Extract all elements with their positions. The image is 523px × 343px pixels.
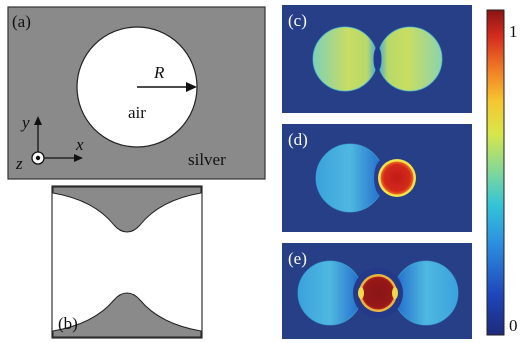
panel-d: (d) bbox=[282, 124, 472, 232]
field-lobe-left-e bbox=[298, 261, 362, 325]
panel-label-c: (c) bbox=[288, 11, 307, 30]
field-lobe-left bbox=[313, 27, 377, 91]
colorbar: 1 0 bbox=[486, 9, 518, 336]
hotspot-right-e bbox=[392, 287, 398, 299]
panel-e: (e) bbox=[282, 243, 472, 339]
panel-b: (b) bbox=[51, 185, 203, 339]
field-lobe-right-e bbox=[394, 261, 458, 325]
hot-core-d bbox=[380, 161, 414, 195]
silver-bottom-cusp bbox=[52, 292, 202, 338]
x-axis-label: x bbox=[75, 135, 84, 154]
panel-label-b: (b) bbox=[58, 314, 78, 333]
y-axis-arrowhead bbox=[34, 116, 42, 125]
radius-arrowhead bbox=[186, 82, 197, 92]
colorbar-min-label: 0 bbox=[509, 316, 518, 335]
radius-label: R bbox=[153, 63, 165, 82]
panel-label-e: (e) bbox=[288, 249, 307, 268]
z-axis-dot bbox=[35, 155, 41, 161]
silver-top-cusp bbox=[52, 186, 202, 233]
coordinate-axes: y x z bbox=[15, 113, 84, 173]
center-gap-c bbox=[373, 47, 382, 71]
y-axis-label: y bbox=[20, 113, 30, 132]
panel-label-d: (d) bbox=[288, 130, 308, 149]
colorbar-max-label: 1 bbox=[509, 22, 518, 41]
panel-label-a: (a) bbox=[12, 12, 31, 31]
field-lobe-right bbox=[378, 27, 442, 91]
colorbar-gradient bbox=[486, 9, 505, 336]
hotspot-left-e bbox=[358, 287, 364, 299]
field-lobe-left-d bbox=[316, 144, 384, 212]
x-axis-arrowhead bbox=[74, 154, 83, 162]
hot-core-e bbox=[361, 276, 395, 310]
panel-c: (c) bbox=[282, 5, 472, 113]
z-axis-label: z bbox=[15, 154, 23, 173]
silver-label: silver bbox=[188, 150, 226, 169]
panel-a: (a) R air silver y x z bbox=[7, 6, 266, 180]
air-label: air bbox=[128, 103, 146, 122]
